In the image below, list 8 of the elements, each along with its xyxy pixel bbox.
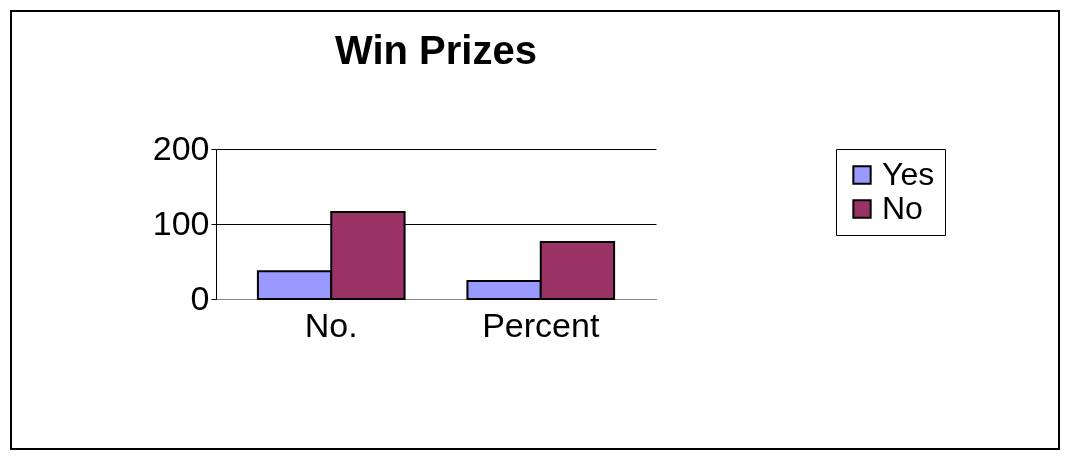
chart-title: Win Prizes (335, 28, 537, 72)
y-tick-label: 200 (152, 128, 210, 167)
y-tick-label: 0 (190, 278, 210, 317)
y-tick-label: 100 (152, 203, 210, 242)
legend-label: Yes (882, 156, 935, 192)
x-tick-label: No. (304, 305, 358, 344)
legend-label: No (882, 190, 923, 226)
x-tick-label: Percent (482, 305, 600, 344)
